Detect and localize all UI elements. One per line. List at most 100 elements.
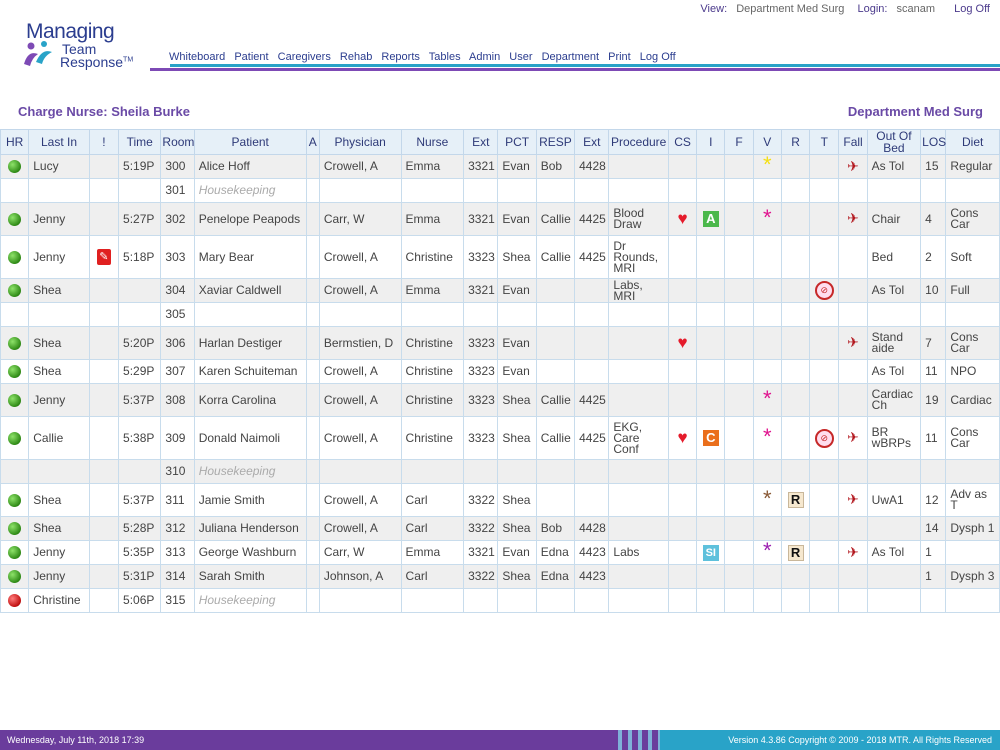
cell-f[interactable]	[724, 516, 754, 541]
table-row[interactable]: 305	[0, 302, 1000, 327]
cell-ext[interactable]: 3322	[463, 564, 499, 589]
cell-pct[interactable]: Shea	[497, 483, 537, 517]
cell-pct[interactable]: Evan	[497, 278, 537, 303]
cell-diet[interactable]: Dysph 1	[945, 516, 1000, 541]
cell-time[interactable]: 5:19P	[118, 154, 162, 179]
cell-physician[interactable]	[318, 588, 402, 613]
nav-patient[interactable]: Patient	[234, 51, 269, 63]
cell-v[interactable]	[752, 588, 782, 613]
cell-procedure[interactable]	[608, 302, 669, 327]
cell-ext2[interactable]: 4423	[574, 564, 610, 589]
cell-v[interactable]	[752, 459, 782, 484]
cell-hr[interactable]	[0, 516, 30, 541]
cell-time[interactable]	[118, 302, 162, 327]
cell-ext[interactable]: 3323	[463, 416, 499, 460]
cell-hr[interactable]	[0, 326, 30, 360]
cell-cs[interactable]: ♥	[667, 326, 698, 360]
cell-nurse[interactable]	[400, 588, 465, 613]
col-header-room[interactable]: Room	[160, 129, 195, 155]
cell-patient[interactable]: Mary Bear	[193, 235, 307, 279]
cell-cs[interactable]: ♥	[667, 202, 698, 236]
cell-alert[interactable]	[88, 359, 120, 384]
cell-a[interactable]	[305, 302, 320, 327]
cell-ext2[interactable]	[574, 588, 610, 613]
cell-los[interactable]: 1	[920, 564, 947, 589]
cell-a[interactable]	[305, 326, 320, 360]
cell-v[interactable]	[752, 235, 782, 279]
cell-nurse[interactable]: Christine	[400, 359, 465, 384]
cell-pct[interactable]: Shea	[497, 235, 537, 279]
col-header-out-of-bed[interactable]: Out Of Bed	[866, 129, 922, 155]
cell-time[interactable]: 5:06P	[118, 588, 162, 613]
cell-ext2[interactable]: 4428	[574, 516, 610, 541]
table-row[interactable]: Lucy 5:19P 300 Alice Hoff Crowell, A Emma 3321…	[0, 154, 1000, 179]
col-header-procedure[interactable]: Procedure	[608, 129, 669, 155]
cell-a[interactable]	[305, 540, 320, 565]
cell-resp[interactable]	[535, 326, 576, 360]
cell-diet[interactable]	[945, 588, 1000, 613]
cell-pct[interactable]: Shea	[497, 383, 537, 417]
cell-hr[interactable]	[0, 540, 30, 565]
cell-t[interactable]	[809, 483, 840, 517]
cell-physician[interactable]	[318, 302, 402, 327]
cell-f[interactable]	[724, 459, 754, 484]
cell-ext2[interactable]	[574, 483, 610, 517]
cell-i[interactable]	[696, 278, 726, 303]
cell-t[interactable]: ⊘	[809, 416, 840, 460]
cell-pct[interactable]: Shea	[497, 516, 537, 541]
col-header-a[interactable]: A	[305, 129, 320, 155]
cell-resp[interactable]: Callie	[535, 235, 576, 279]
cell-last-in[interactable]: Shea	[28, 359, 90, 384]
col-header-hr[interactable]: HR	[0, 129, 30, 155]
cell-out-of-bed[interactable]	[866, 302, 922, 327]
cell-patient[interactable]: Penelope Peapods	[193, 202, 307, 236]
cell-physician[interactable]: Crowell, A	[318, 516, 402, 541]
cell-los[interactable]	[920, 178, 947, 203]
table-row[interactable]: Shea 5:37P 311 Jamie Smith Crowell, A Carl 332…	[0, 483, 1000, 517]
cell-alert[interactable]	[88, 564, 120, 589]
cell-out-of-bed[interactable]	[866, 588, 922, 613]
cell-time[interactable]: 5:38P	[118, 416, 162, 460]
table-row[interactable]: Jenny ✎ 5:18P 303 Mary Bear Crowell, A Christi…	[0, 235, 1000, 279]
cell-i[interactable]	[696, 459, 726, 484]
cell-cs[interactable]	[667, 178, 698, 203]
cell-pct[interactable]	[497, 588, 537, 613]
nav-user[interactable]: User	[509, 51, 533, 63]
cell-last-in[interactable]: Christine	[28, 588, 90, 613]
cell-t[interactable]	[809, 359, 840, 384]
cell-nurse[interactable]: Emma	[400, 154, 465, 179]
cell-ext[interactable]: 3323	[463, 359, 499, 384]
cell-alert[interactable]	[88, 202, 120, 236]
cell-out-of-bed[interactable]: BR wBRPs	[866, 416, 922, 460]
cell-out-of-bed[interactable]: Cardiac Ch	[866, 383, 922, 417]
nav-caregivers[interactable]: Caregivers	[277, 51, 331, 63]
cell-i[interactable]	[696, 483, 726, 517]
cell-ext[interactable]: 3321	[463, 540, 499, 565]
cell-r[interactable]	[780, 564, 811, 589]
cell-room[interactable]: 308	[160, 383, 195, 417]
cell-f[interactable]	[724, 588, 754, 613]
cell-diet[interactable]	[945, 540, 1000, 565]
cell-diet[interactable]: Cons Car	[945, 202, 1000, 236]
cell-t[interactable]	[809, 516, 840, 541]
cell-fall[interactable]: ✈	[838, 540, 868, 565]
cell-out-of-bed[interactable]	[866, 516, 922, 541]
nav-print[interactable]: Print	[608, 51, 631, 63]
cell-out-of-bed[interactable]: UwA1	[866, 483, 922, 517]
cell-i[interactable]	[696, 326, 726, 360]
cell-time[interactable]	[118, 178, 162, 203]
cell-patient[interactable]: George Washburn	[193, 540, 307, 565]
table-row[interactable]: Shea 5:29P 307 Karen Schuiteman Crowell, A Ch…	[0, 359, 1000, 384]
cell-nurse[interactable]: Emma	[400, 278, 465, 303]
cell-ext2[interactable]	[574, 278, 610, 303]
cell-v[interactable]: *	[752, 416, 782, 460]
table-row[interactable]: Jenny 5:27P 302 Penelope Peapods Carr, W Emma…	[0, 202, 1000, 236]
cell-last-in[interactable]: Shea	[28, 326, 90, 360]
col-header-last-in[interactable]: Last In	[28, 129, 90, 155]
cell-hr[interactable]	[0, 154, 30, 179]
col-header-fall[interactable]: Fall	[838, 129, 868, 155]
cell-physician[interactable]: Crowell, A	[318, 278, 402, 303]
cell-ext[interactable]: 3321	[463, 154, 499, 179]
cell-physician[interactable]	[318, 178, 402, 203]
